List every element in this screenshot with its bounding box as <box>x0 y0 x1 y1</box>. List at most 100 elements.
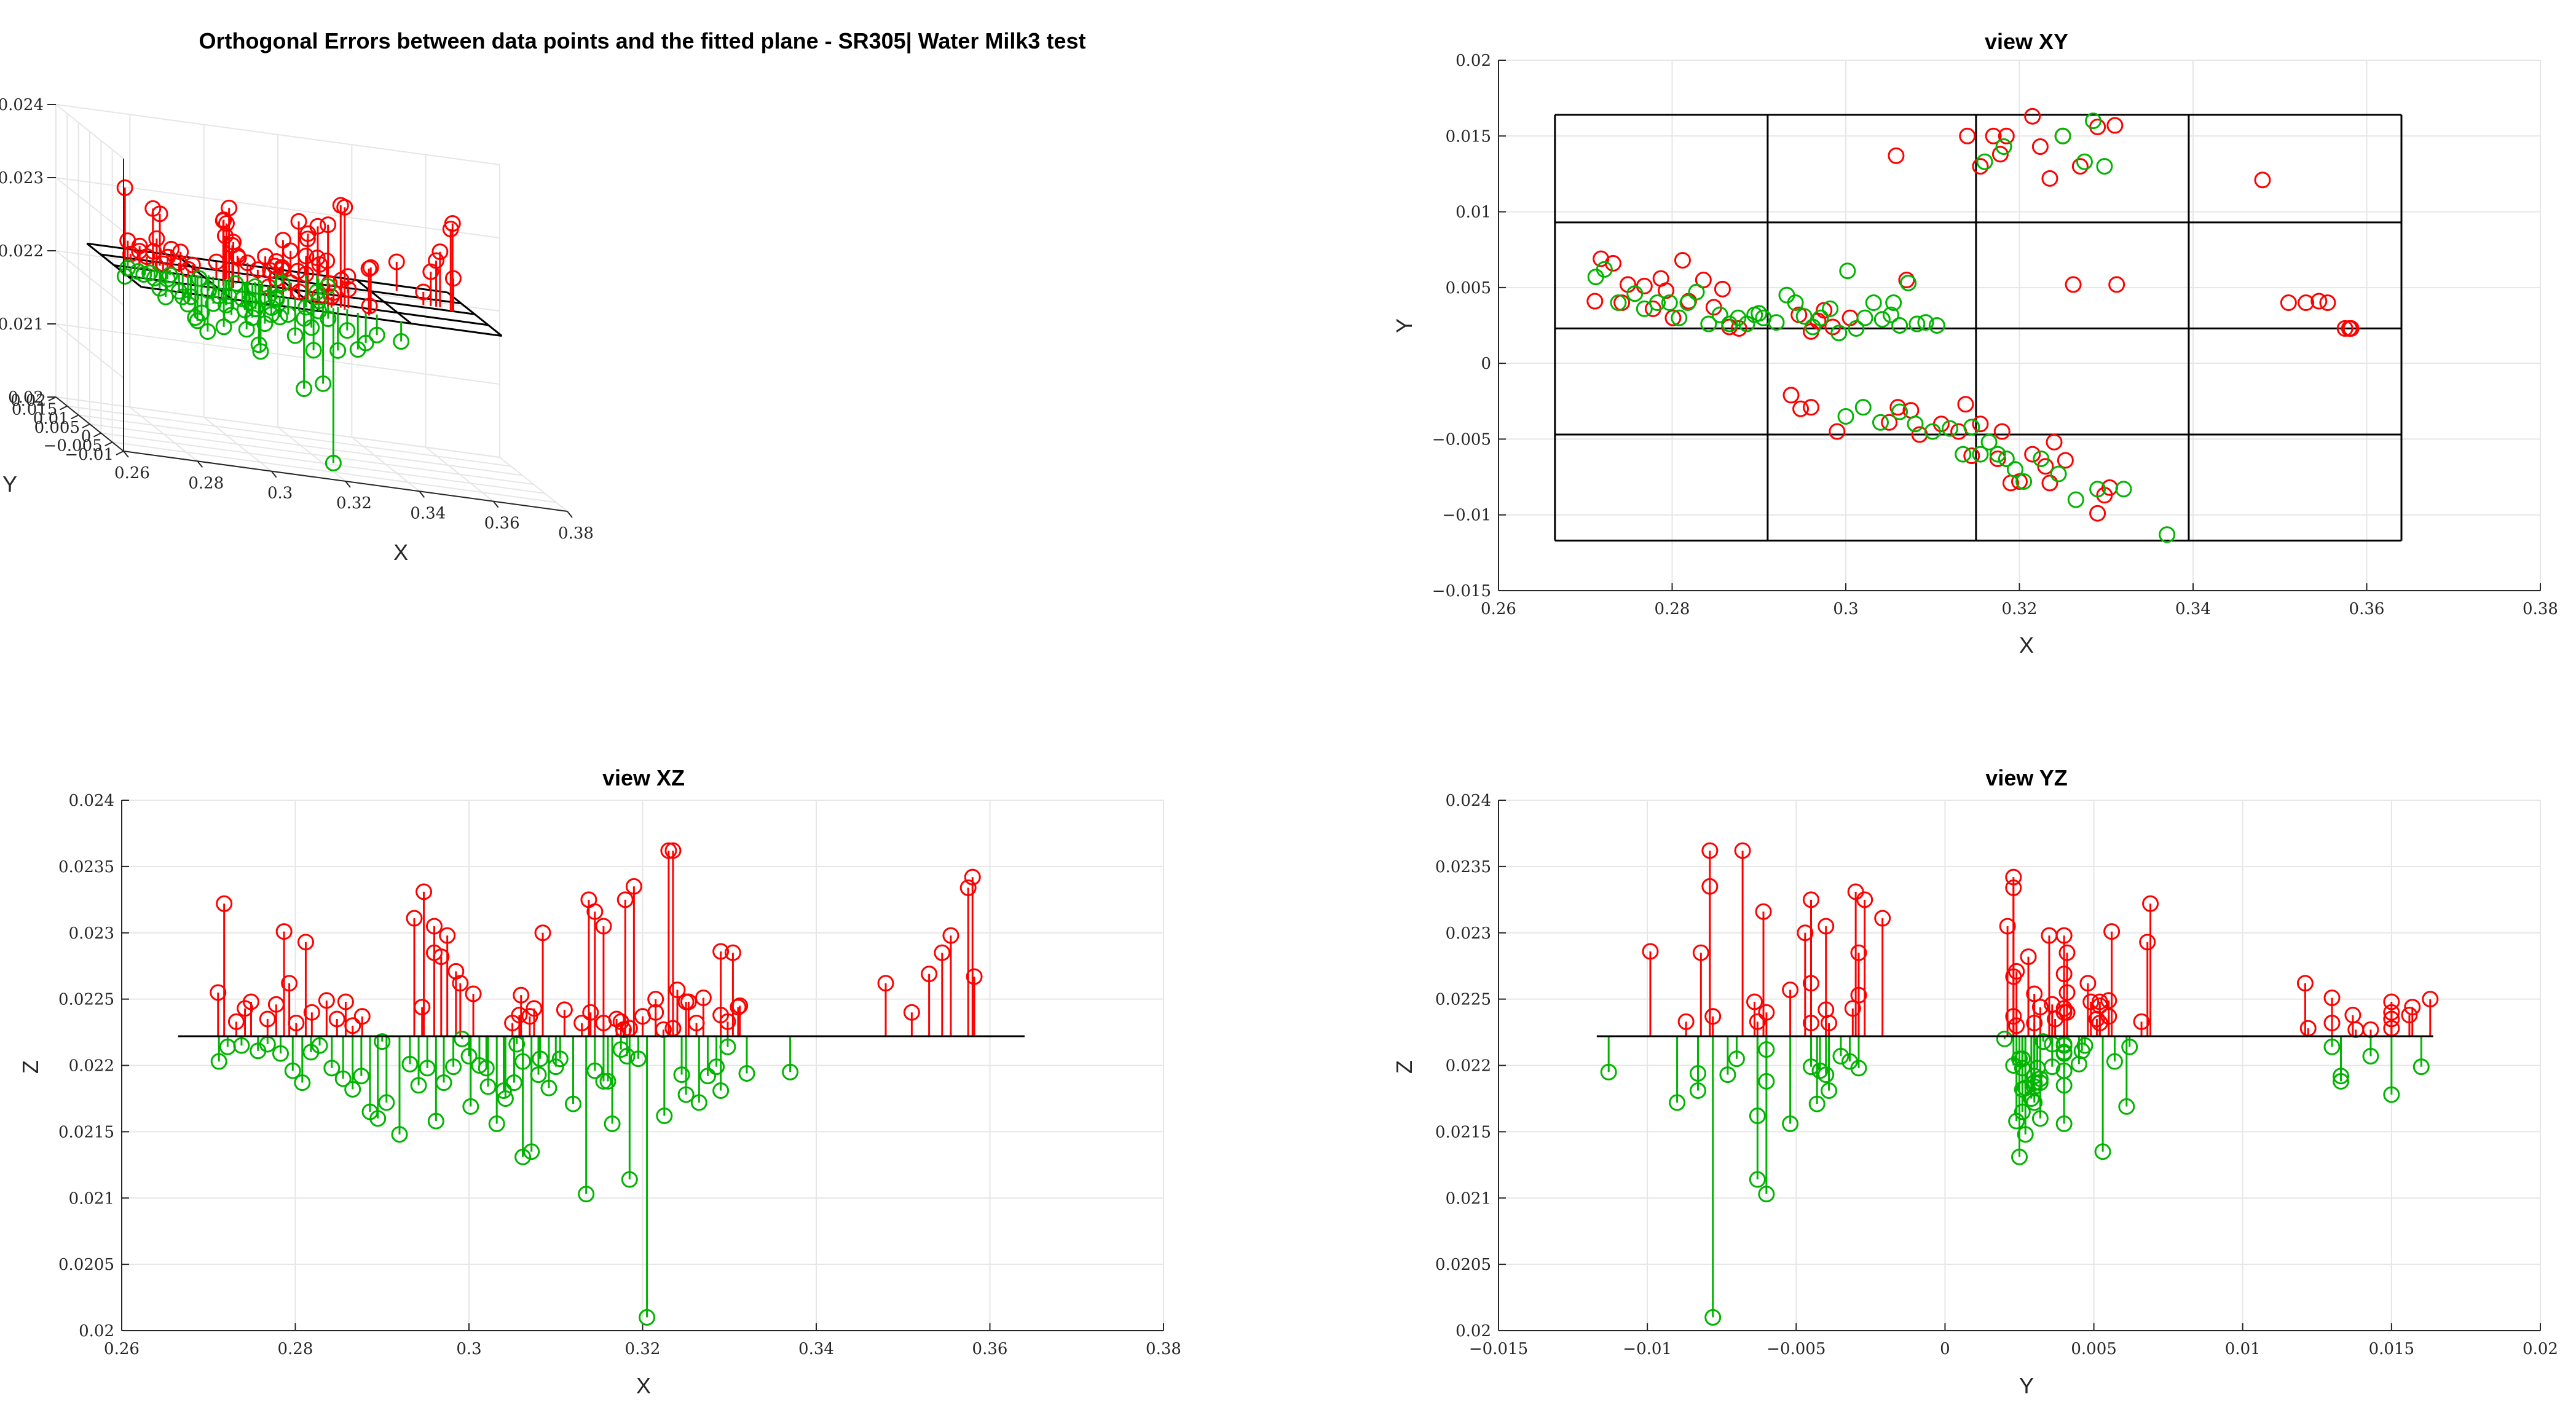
data-point <box>1972 158 1989 175</box>
data-point <box>2041 474 2058 492</box>
data-point <box>2085 112 2102 130</box>
data-point <box>329 342 347 359</box>
y-tick-label: 0.005 <box>34 419 80 437</box>
xlabel-xy: X <box>2019 632 2034 658</box>
y-tick-label: 0.01 <box>1455 203 1491 222</box>
data-point <box>2342 320 2360 337</box>
data-point <box>1661 294 1678 312</box>
y-tick-label: 0.01 <box>33 409 69 428</box>
y-tick-label: 0 <box>81 428 92 446</box>
data-point <box>460 1047 478 1065</box>
z-tick-label: 0.023 <box>0 169 44 187</box>
data-point <box>1749 1013 1766 1030</box>
data-point <box>135 266 152 283</box>
data-point <box>362 259 379 276</box>
data-point <box>1924 423 1941 440</box>
data-point <box>2323 989 2341 1006</box>
data-point <box>1734 842 1751 859</box>
data-point <box>1596 261 1613 278</box>
data-point <box>216 895 233 912</box>
data-point <box>2011 1148 2028 1165</box>
data-point <box>540 1079 557 1096</box>
data-point <box>2118 1098 2135 1115</box>
x-tick-mark <box>197 460 203 468</box>
y-tick-mark <box>59 405 68 411</box>
y-tick-label: 0.022 <box>69 1057 114 1076</box>
x-tick-label: 0.3 <box>456 1340 481 1358</box>
data-point <box>2067 491 2084 508</box>
data-point <box>1811 1062 1829 1079</box>
grid-line <box>55 250 124 305</box>
data-point <box>294 1074 311 1092</box>
title-xy: view XY <box>1985 29 2068 54</box>
data-point <box>513 986 530 1004</box>
data-point <box>1692 944 1709 961</box>
y-tick-label: 0.021 <box>1446 1189 1491 1208</box>
grid-line <box>78 414 522 476</box>
y-tick-label: 0.0225 <box>1435 991 1491 1009</box>
data-point <box>252 343 269 360</box>
data-point <box>435 1074 452 1092</box>
data-point <box>288 1014 305 1031</box>
data-point <box>1816 302 1833 319</box>
data-point <box>259 1010 276 1028</box>
grid-line <box>89 423 534 485</box>
x-tick-label: 0.28 <box>278 1340 313 1358</box>
data-point <box>431 243 449 261</box>
data-point <box>1758 1041 1775 1058</box>
data-point <box>286 327 304 344</box>
data-point <box>2362 1047 2379 1065</box>
data-point <box>565 1095 581 1112</box>
data-point <box>599 1073 616 1090</box>
z-tick-label: 0.021 <box>0 315 44 334</box>
data-point <box>290 213 307 230</box>
y-tick-mark <box>71 414 79 420</box>
data-point <box>1730 309 1747 326</box>
data-point <box>1648 294 1666 312</box>
x-tick-label: 0.28 <box>188 474 224 492</box>
data-point <box>2106 1053 2123 1070</box>
title-3d: Orthogonal Errors between data points an… <box>199 28 1086 54</box>
data-point <box>530 1066 547 1084</box>
data-point <box>1932 415 1950 433</box>
data-point <box>2033 450 2050 467</box>
xlabel-xz: X <box>636 1373 651 1398</box>
data-point <box>172 243 189 261</box>
data-point <box>315 375 332 392</box>
data-point <box>695 989 712 1006</box>
ylabel-3d: Y <box>2 471 17 497</box>
data-point <box>2096 158 2113 175</box>
data-point <box>547 1058 564 1076</box>
data-point <box>1768 314 1785 331</box>
data-point <box>2076 1037 2093 1054</box>
data-point <box>2055 1115 2073 1132</box>
data-point <box>738 1065 755 1082</box>
x-tick-mark <box>419 490 425 498</box>
panel-yz: view YZ Y Z −0.015 −0.01 −0.005 0 0.005 0.01 0… <box>1392 765 2558 1398</box>
data-point <box>221 199 238 216</box>
data-point <box>2015 473 2033 490</box>
data-point <box>1695 272 1712 289</box>
data-point <box>427 1112 444 1130</box>
x-tick-label: 0.34 <box>2175 600 2211 618</box>
data-point <box>731 997 749 1014</box>
data-point <box>1700 315 1717 333</box>
y-tick-label: 0.0235 <box>58 858 114 876</box>
data-point <box>1782 1115 1799 1132</box>
data-point <box>1711 306 1728 323</box>
data-point <box>1854 399 1872 416</box>
data-point <box>677 1086 695 1103</box>
data-point <box>2336 320 2353 337</box>
data-point <box>247 300 264 317</box>
data-point <box>782 1063 799 1080</box>
data-point <box>242 993 259 1010</box>
y-tick-label: 0.0235 <box>1435 858 1491 876</box>
x-tick-label: 0.36 <box>972 1340 1008 1358</box>
grid-line <box>55 323 500 385</box>
data-point <box>439 927 456 944</box>
data-point <box>2058 944 2076 961</box>
data-point <box>1677 1013 1695 1030</box>
y-tick-label: 0.015 <box>12 401 57 419</box>
data-point <box>2383 993 2400 1010</box>
